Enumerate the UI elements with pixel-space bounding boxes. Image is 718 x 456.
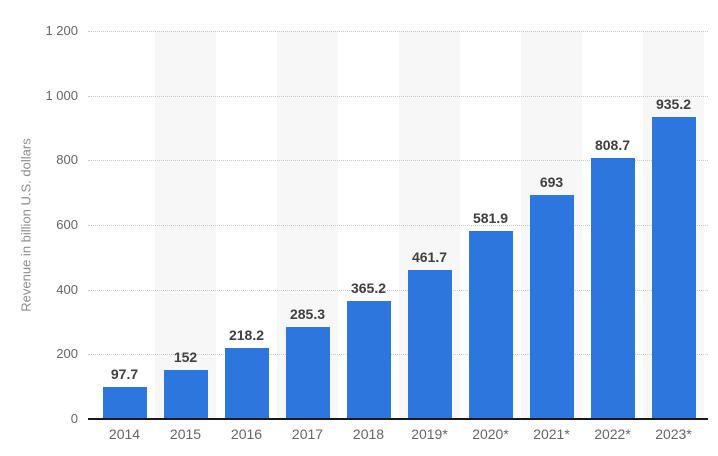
bar-2020* (468, 230, 513, 419)
gridline (88, 160, 708, 162)
value-label: 935.2 (655, 95, 692, 112)
value-label: 808.7 (594, 136, 631, 153)
value-label: 693 (539, 173, 564, 190)
bar-2022* (590, 157, 635, 419)
bar-2018 (346, 300, 391, 419)
x-tick-label: 2022* (594, 426, 631, 442)
gridline (88, 95, 708, 97)
plot-area: 97.7 152 218.2 285.3 365.2 461.7 581.9 693 808.7… (88, 31, 708, 420)
value-label: 97.7 (110, 366, 139, 383)
x-tick-label: 2020* (472, 426, 509, 442)
value-label: 285.3 (289, 305, 326, 322)
value-label: 218.2 (228, 327, 265, 344)
x-tick-label: 2021* (533, 426, 570, 442)
gridline (88, 31, 708, 32)
value-label: 461.7 (411, 248, 448, 265)
x-tick-label: 2019* (411, 426, 448, 442)
x-tick-label: 2014 (108, 426, 141, 442)
y-tick-label: 1 200 (45, 23, 78, 38)
gridline (88, 225, 708, 226)
x-tick-label: 2018 (352, 426, 385, 442)
y-tick-label: 400 (56, 281, 78, 297)
value-label: 152 (173, 348, 198, 365)
value-label: 365.2 (350, 279, 387, 296)
bar-2015 (163, 369, 208, 419)
x-tick-label: 2017 (291, 426, 324, 442)
x-tick-label: 2016 (230, 426, 263, 442)
bar-2019* (407, 269, 452, 419)
bar-2023* (651, 116, 696, 419)
bar-2016 (224, 348, 269, 419)
y-tick-label: 600 (56, 217, 78, 232)
y-tick-label: 0 (70, 411, 78, 426)
x-tick-label: 2015 (169, 426, 202, 442)
y-tick-label: 1 000 (45, 87, 78, 103)
bar-2021* (529, 194, 574, 419)
y-tick-label: 800 (56, 152, 78, 168)
y-tick-label: 200 (56, 346, 78, 362)
value-label: 581.9 (472, 209, 509, 226)
bar-2017 (285, 326, 330, 419)
gridline (88, 354, 708, 356)
x-axis-line (88, 418, 708, 420)
x-tick-label: 2023* (655, 426, 692, 442)
gridline (88, 289, 708, 291)
bar-2014 (102, 387, 147, 419)
